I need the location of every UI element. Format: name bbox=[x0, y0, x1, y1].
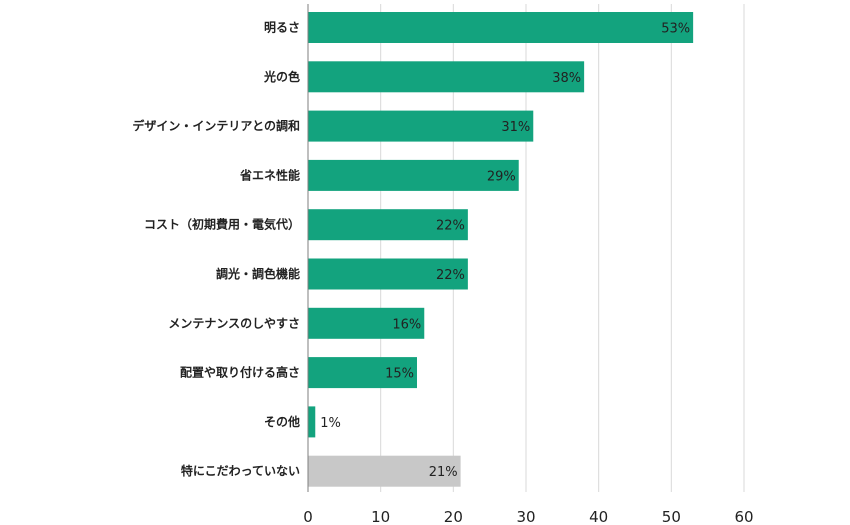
x-tick-label: 50 bbox=[662, 508, 681, 525]
data-label: 21% bbox=[429, 465, 458, 480]
data-label: 16% bbox=[392, 317, 421, 332]
x-tick-label: 60 bbox=[734, 508, 753, 525]
bars bbox=[308, 12, 694, 487]
category-label: 明るさ bbox=[264, 21, 300, 35]
bar bbox=[308, 455, 461, 487]
x-tick-label: 30 bbox=[516, 508, 535, 525]
category-label: 特にこだわっていない bbox=[181, 463, 300, 478]
x-tick-label: 20 bbox=[444, 508, 463, 525]
data-label: 31% bbox=[501, 120, 530, 135]
bar bbox=[308, 406, 316, 438]
bar bbox=[308, 209, 468, 241]
bar bbox=[308, 357, 417, 389]
labels: 0 10 20 30 40 50 60 明るさ 53% 光の色 38% デザイン・インテリアとの調和 3… bbox=[132, 21, 753, 525]
bar bbox=[308, 307, 425, 339]
data-label: 1% bbox=[320, 416, 341, 431]
bar bbox=[308, 61, 585, 93]
data-label: 53% bbox=[661, 22, 690, 37]
category-label: コスト（初期費用・電気代） bbox=[144, 217, 300, 232]
data-label: 29% bbox=[487, 169, 516, 184]
data-label: 22% bbox=[436, 268, 465, 283]
x-tick-label: 40 bbox=[589, 508, 608, 525]
data-label: 22% bbox=[436, 219, 465, 234]
bar bbox=[308, 12, 694, 43]
category-label: メンテナンスのしやすさ bbox=[168, 316, 300, 330]
data-label: 15% bbox=[385, 367, 414, 382]
category-label: デザイン・インテリアとの調和 bbox=[132, 118, 300, 133]
category-label: その他 bbox=[264, 414, 300, 429]
x-tick-label: 10 bbox=[371, 508, 390, 525]
x-tick-label: 0 bbox=[303, 508, 313, 525]
bar bbox=[308, 110, 534, 142]
category-label: 配置や取り付ける高さ bbox=[180, 365, 300, 380]
data-label: 38% bbox=[552, 71, 581, 86]
category-label: 調光・調色機能 bbox=[216, 266, 300, 281]
bar bbox=[308, 159, 519, 191]
category-label: 光の色 bbox=[263, 69, 300, 84]
category-label: 省エネ性能 bbox=[239, 167, 300, 182]
bar bbox=[308, 258, 468, 290]
